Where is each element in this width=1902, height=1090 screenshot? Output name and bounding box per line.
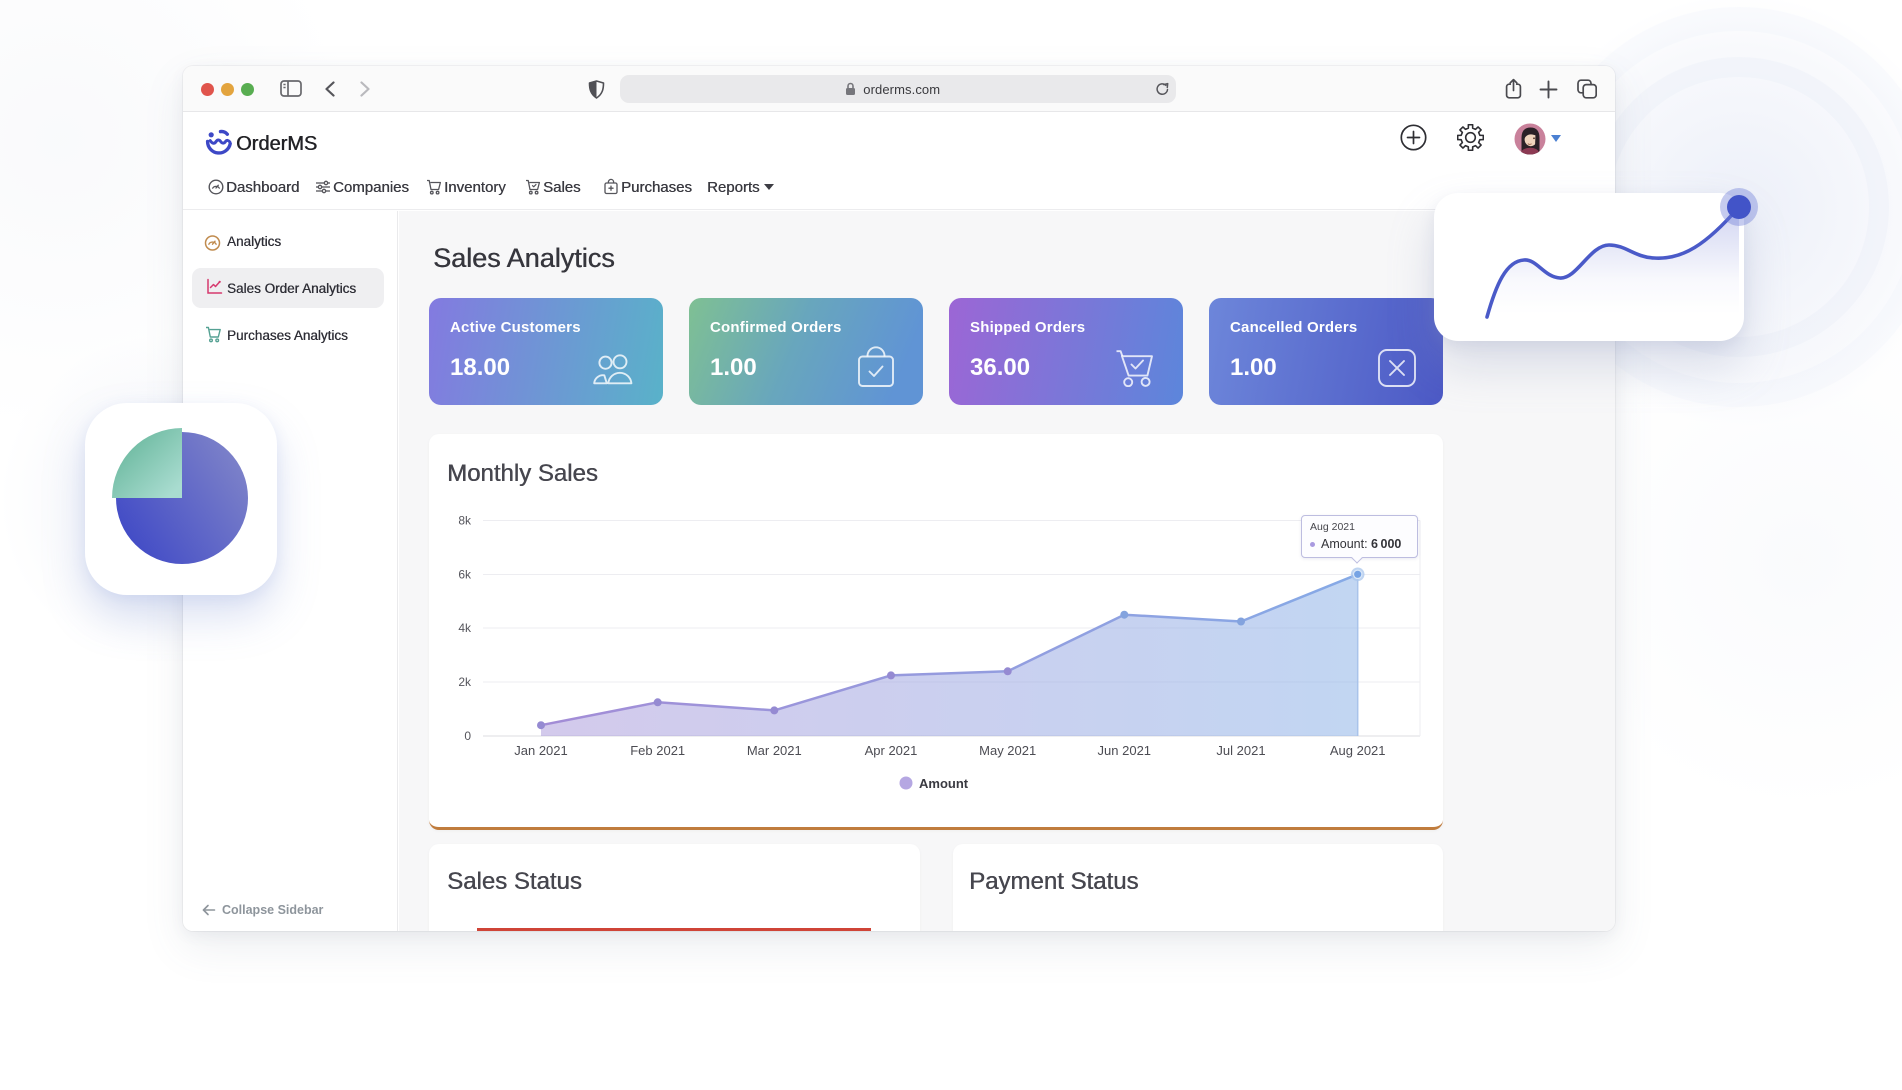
svg-text:Mar 2021: Mar 2021 xyxy=(747,743,802,758)
svg-text:Jan 2021: Jan 2021 xyxy=(514,743,568,758)
svg-text:Apr 2021: Apr 2021 xyxy=(865,743,918,758)
svg-text:May 2021: May 2021 xyxy=(979,743,1036,758)
svg-text:Feb 2021: Feb 2021 xyxy=(630,743,685,758)
svg-text:Jun 2021: Jun 2021 xyxy=(1098,743,1152,758)
svg-text:6k: 6k xyxy=(458,568,472,582)
svg-text:Jul 2021: Jul 2021 xyxy=(1216,743,1265,758)
svg-text:2k: 2k xyxy=(458,675,472,689)
svg-text:8k: 8k xyxy=(458,514,472,528)
svg-text:4k: 4k xyxy=(458,621,472,635)
svg-text:Amount: Amount xyxy=(919,776,969,791)
svg-text:0: 0 xyxy=(464,729,471,743)
svg-text:Aug 2021: Aug 2021 xyxy=(1330,743,1386,758)
